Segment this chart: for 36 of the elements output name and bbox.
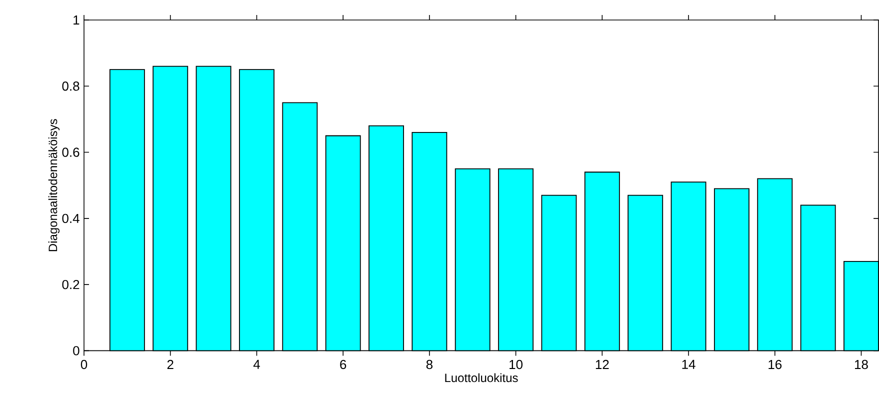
x-tick-label: 2	[167, 360, 174, 369]
y-tick-label: 0.6	[62, 148, 80, 157]
y-tick-label: 0	[73, 346, 80, 356]
bar	[412, 132, 447, 351]
bar	[326, 136, 360, 351]
y-tick-label: 0.2	[62, 280, 80, 290]
bar	[671, 182, 706, 351]
x-tick-label: 10	[510, 360, 523, 370]
x-tick-label: 14	[682, 360, 696, 369]
bar	[800, 205, 836, 351]
x-tick-label: 6	[340, 360, 346, 370]
bar	[110, 70, 144, 351]
bar	[542, 195, 576, 351]
y-axis-title: Diagonaalitodennäköisys	[48, 119, 60, 252]
x-tick-label: 18	[854, 360, 868, 370]
bar	[196, 66, 231, 351]
bar	[498, 168, 534, 351]
x-tick-label: 4	[253, 360, 260, 369]
bar	[628, 195, 663, 351]
bar	[153, 66, 188, 351]
x-axis-title: Luottoluokitus	[445, 373, 518, 382]
bar	[714, 188, 749, 351]
bar	[368, 126, 404, 351]
bar	[455, 168, 490, 351]
y-tick-label: 1	[74, 16, 80, 24]
x-tick-label: 12	[596, 360, 609, 369]
y-tick-label: 0.8	[62, 82, 80, 91]
x-tick-label: 0	[80, 360, 88, 370]
bar	[584, 172, 620, 351]
bar	[844, 260, 879, 352]
x-tick-label: 16	[768, 360, 782, 370]
bar	[239, 70, 274, 351]
x-tick-label: 8	[426, 360, 432, 370]
bar	[282, 102, 318, 351]
y-tick-label: 0.4	[62, 214, 80, 224]
bar	[758, 178, 792, 351]
